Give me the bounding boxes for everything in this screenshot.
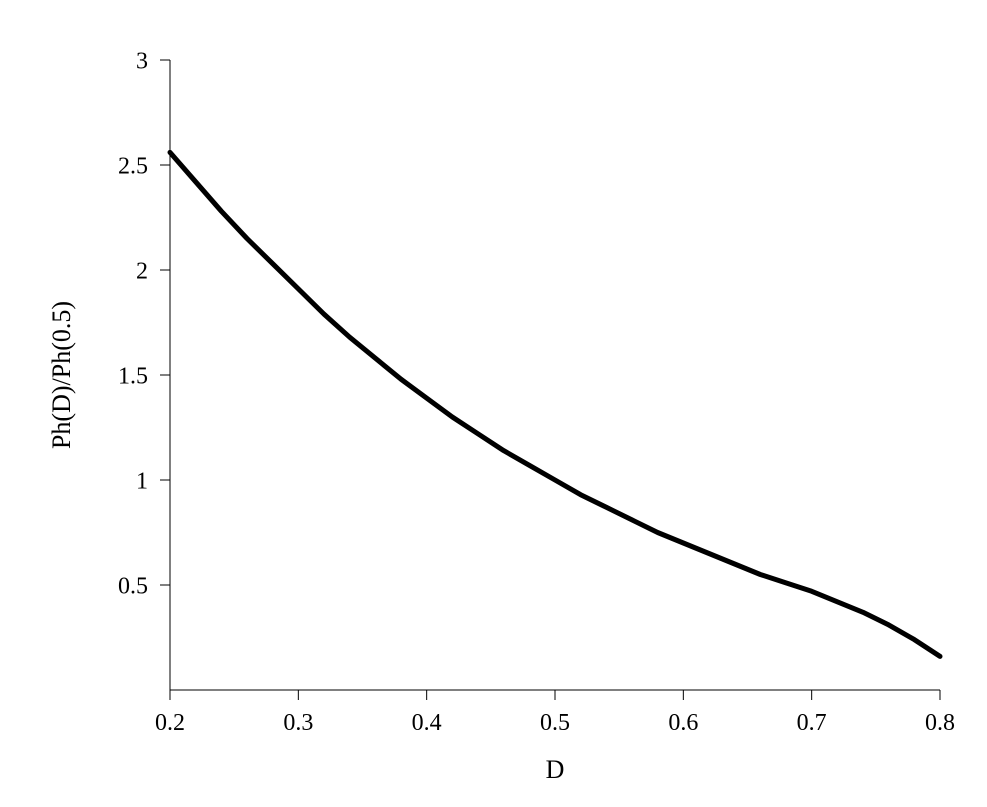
x-tick-label: 0.4 (412, 710, 442, 736)
y-tick-label: 1.5 (118, 363, 148, 389)
y-tick-label: 0.5 (118, 573, 148, 599)
x-tick-label: 0.6 (668, 710, 698, 736)
x-tick-label: 0.7 (797, 710, 827, 736)
chart-background (0, 0, 987, 807)
x-axis-title: D (546, 755, 565, 784)
x-tick-label: 0.3 (283, 710, 313, 736)
y-axis-title: Ph(D)/Ph(0.5) (47, 301, 76, 449)
x-tick-label: 0.2 (155, 710, 185, 736)
y-tick-label: 2.5 (118, 153, 148, 179)
line-chart: 0.2 0.3 0.4 0.5 0.6 0.7 0.8 0.5 1 1.5 2 2.5 3 D Ph(… (0, 0, 987, 807)
x-tick-label: 0.8 (925, 710, 955, 736)
y-tick-label: 2 (136, 258, 148, 284)
y-tick-label: 1 (136, 468, 148, 494)
x-tick-label: 0.5 (540, 710, 570, 736)
y-tick-label: 3 (136, 48, 148, 74)
